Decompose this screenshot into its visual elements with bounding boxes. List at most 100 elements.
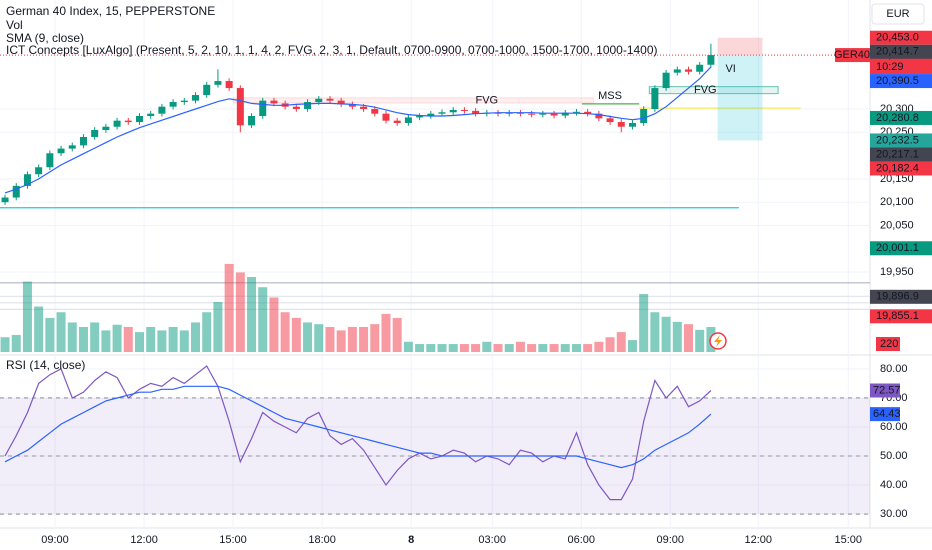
candle-body — [12, 185, 20, 198]
volume-bar — [515, 341, 525, 352]
series-label: 72.57 — [873, 384, 901, 396]
y-tick-label: 30.00 — [880, 508, 908, 520]
x-tick-label: 09:00 — [41, 534, 69, 546]
candle-body — [35, 167, 43, 175]
price-label-box — [870, 147, 932, 162]
candle-body — [337, 100, 345, 105]
candle-body — [707, 55, 715, 65]
candle-body — [79, 136, 87, 146]
volume-bar — [672, 321, 682, 352]
price-label: 20,390.5 — [876, 75, 919, 87]
volume-bar — [482, 341, 492, 352]
volume-bar — [235, 272, 245, 352]
candle-body — [404, 117, 412, 123]
symbol-box — [835, 48, 870, 63]
candle-body — [225, 81, 233, 89]
y-tick-label: 50.00 — [880, 450, 908, 462]
volume-bar — [661, 316, 671, 352]
volume-bar — [594, 341, 604, 352]
x-tick-label: 06:00 — [568, 534, 596, 546]
candle-body — [158, 106, 166, 114]
candle-body — [236, 88, 244, 126]
price-label: 19,896.9 — [876, 291, 919, 303]
fvg-zone — [233, 97, 594, 104]
fvg-label: FVG — [476, 94, 499, 106]
x-tick-label: 15:00 — [219, 534, 247, 546]
y-tick-label: 80.00 — [880, 363, 908, 375]
volume-bar — [202, 312, 212, 352]
volume-bar — [336, 330, 346, 352]
annotation: VI — [725, 63, 735, 75]
x-tick-label: 8 — [408, 534, 414, 546]
volume-bar — [527, 344, 537, 352]
volume-bar — [403, 341, 413, 352]
candle-body — [651, 88, 659, 110]
sma-legend: SMA (9, close) — [6, 31, 84, 45]
candle-body — [673, 69, 681, 73]
price-label: 20,453.0 — [876, 32, 919, 44]
x-tick-label: 18:00 — [308, 534, 336, 546]
volume-bar — [123, 327, 133, 352]
volume-bar — [370, 324, 380, 352]
volume-bar — [291, 317, 301, 352]
volume-bar — [583, 344, 593, 352]
y-tick-label: 19,950 — [880, 266, 914, 278]
candle-body — [180, 100, 188, 103]
candle-body — [684, 69, 692, 72]
candle-body — [696, 64, 704, 72]
volume-bar — [493, 344, 503, 352]
volume-bar — [471, 344, 481, 352]
price-label-box — [870, 74, 932, 89]
y-tick-label: 40.00 — [880, 479, 908, 491]
x-tick-label: 15:00 — [834, 534, 862, 546]
candle-body — [348, 104, 356, 107]
candle-body — [371, 109, 379, 114]
currency-box[interactable] — [871, 3, 925, 25]
volume-bar — [426, 344, 436, 352]
candle-body — [304, 102, 312, 110]
candle-body — [539, 113, 547, 115]
volume-bar — [605, 337, 615, 352]
price-label: 20,232.5 — [876, 134, 919, 146]
volume-bar — [146, 327, 156, 352]
chart-title: German 40 Index, 15, PEPPERSTONE — [6, 4, 215, 18]
volume-bar — [224, 263, 234, 352]
volume-bar — [45, 317, 55, 352]
candle-body — [248, 116, 256, 126]
candle-body — [561, 112, 569, 116]
volume-bar — [347, 327, 357, 352]
volume-bar — [258, 287, 268, 352]
candle-body — [427, 113, 435, 117]
structure-label: MSS — [598, 90, 622, 102]
candle-body — [23, 174, 31, 186]
volume-bar — [325, 327, 335, 352]
candle-body — [270, 100, 278, 104]
price-label: 20,182.4 — [876, 162, 919, 174]
price-label: 20,217.1 — [876, 148, 919, 160]
volume-bar — [247, 277, 257, 352]
price-label-box — [870, 289, 932, 304]
volume-bar — [34, 306, 44, 352]
candle-body — [416, 116, 424, 118]
rsi-legend: RSI (14, close) — [6, 358, 85, 372]
series-line — [4, 365, 712, 501]
series-line — [4, 66, 712, 194]
volume-bar — [56, 312, 66, 352]
candle-body — [1, 197, 9, 203]
candle-body — [102, 126, 110, 130]
candle-body — [68, 145, 76, 149]
x-tick-label: 12:00 — [745, 534, 773, 546]
volume-bar — [168, 327, 178, 352]
candle-body — [135, 116, 143, 123]
alert-bolt — [714, 335, 722, 347]
price-label-box — [870, 110, 932, 125]
currency[interactable]: EUR — [886, 8, 909, 20]
candle-body — [360, 106, 368, 110]
candle-body — [606, 118, 614, 123]
price-label: 20,001.1 — [876, 242, 919, 254]
price-label: 20,280.8 — [876, 112, 919, 124]
candle-body — [572, 111, 580, 113]
volume-bar — [415, 344, 425, 352]
